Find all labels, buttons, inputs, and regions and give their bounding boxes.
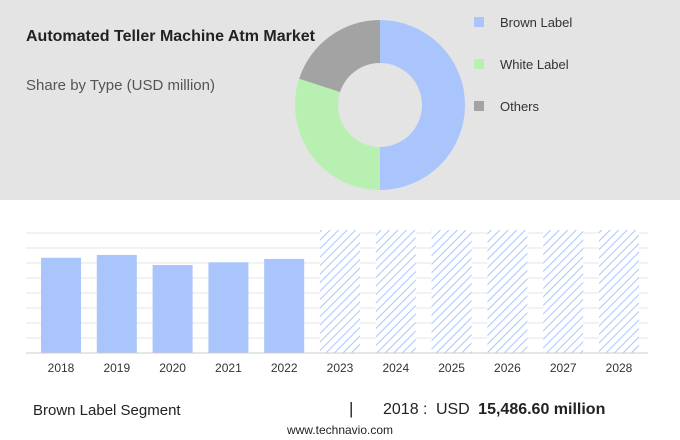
legend-swatch-white-label [474, 59, 484, 69]
segment-year: 2018 : [383, 401, 428, 418]
x-tick-label-2019: 2019 [103, 361, 130, 375]
x-tick-label-2018: 2018 [48, 361, 75, 375]
segment-label: Brown Label Segment [33, 402, 181, 419]
x-tick-label-2022: 2022 [271, 361, 298, 375]
bar-2021 [208, 262, 249, 353]
x-tick-label-2024: 2024 [382, 361, 409, 375]
chart-title: Automated Teller Machine Atm Market [26, 28, 315, 45]
legend-swatch-others [474, 101, 484, 111]
segment-value: 2018 : USD 15,486.60 million [383, 401, 605, 419]
legend-item-white-label: White Label [474, 54, 572, 74]
x-tick-label-2026: 2026 [494, 361, 521, 375]
bar-2019 [96, 254, 137, 353]
chart-subtitle: Share by Type (USD million) [26, 77, 215, 94]
x-tick-label-2028: 2028 [606, 361, 633, 375]
x-tick-label-2023: 2023 [327, 361, 354, 375]
forecast-bar-2024 [375, 230, 416, 353]
footer-separator: | [349, 399, 354, 418]
bar-2020 [152, 265, 193, 353]
segment-currency: USD [435, 401, 470, 418]
legend-label-others: Others [500, 98, 540, 114]
donut-chart [295, 20, 465, 190]
x-tick-label-2027: 2027 [550, 361, 577, 375]
segment-amount: 15,486.60 million [478, 401, 606, 418]
website-link[interactable]: www.technavio.com [286, 423, 394, 437]
legend-item-brown-label: Brown Label [474, 12, 572, 32]
legend: Brown Label White Label Others [474, 12, 572, 138]
legend-swatch-brown-label [474, 17, 484, 27]
bar-2022 [264, 258, 305, 353]
summary-panel: Automated Teller Machine Atm Market Shar… [0, 0, 680, 200]
forecast-bar-2026 [487, 230, 528, 353]
x-tick-label-2021: 2021 [215, 361, 242, 375]
legend-item-others: Others [474, 96, 572, 116]
bar-chart: 2018 2019 2020 2021 2022 2023 2024 2025 2026 2027… [26, 230, 648, 375]
x-tick-label-2025: 2025 [438, 361, 465, 375]
forecast-bar-2027 [543, 230, 584, 353]
donut-slice-brown-label [380, 20, 465, 190]
legend-label-white-label: White Label [500, 56, 569, 72]
legend-label-brown-label: Brown Label [500, 14, 573, 30]
forecast-bar-2023 [320, 230, 360, 353]
bar-2018 [41, 257, 81, 353]
donut-slice-others [299, 20, 380, 93]
donut-slice-white-label [295, 78, 380, 190]
forecast-bar-2025 [431, 230, 472, 353]
x-tick-label-2020: 2020 [159, 361, 186, 375]
forecast-bar-2028 [599, 230, 639, 353]
